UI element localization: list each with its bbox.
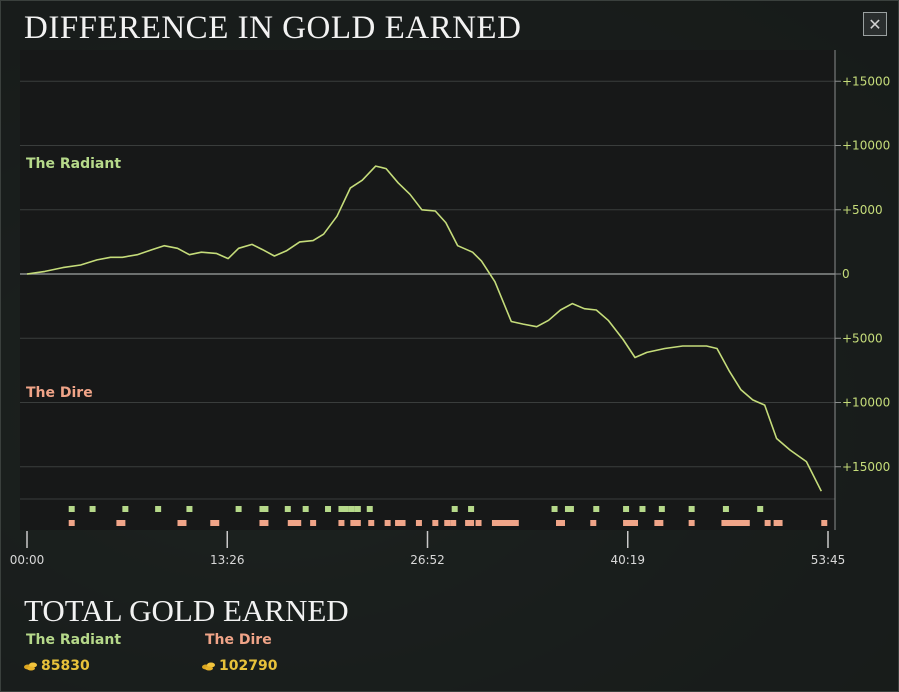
dire-event-marker bbox=[821, 520, 828, 526]
dire-event-marker bbox=[688, 520, 695, 526]
dire-event-marker bbox=[776, 520, 783, 526]
dire-event-marker bbox=[764, 520, 771, 526]
dire-event-marker bbox=[450, 520, 457, 526]
y-tick-label: +5000 bbox=[842, 331, 883, 345]
radiant-event-marker bbox=[186, 506, 193, 512]
radiant-event-marker bbox=[722, 506, 729, 512]
dire-event-marker bbox=[632, 520, 639, 526]
x-tick-label: 00:00 bbox=[10, 553, 45, 567]
dire-event-marker bbox=[724, 520, 731, 526]
dire-event-marker bbox=[119, 520, 126, 526]
dire-event-marker bbox=[739, 520, 746, 526]
radiant-event-marker bbox=[658, 506, 665, 512]
dire-event-marker bbox=[310, 520, 317, 526]
dire-event-marker bbox=[558, 520, 565, 526]
dire-gold-total: 102790 bbox=[202, 658, 277, 674]
x-tick-label: 13:26 bbox=[210, 553, 245, 567]
radiant-event-marker bbox=[468, 506, 475, 512]
totals-dire-label: The Dire bbox=[205, 632, 272, 648]
radiant-event-marker bbox=[325, 506, 332, 512]
dire-event-marker bbox=[444, 520, 451, 526]
radiant-event-marker bbox=[593, 506, 600, 512]
close-icon: ✕ bbox=[868, 15, 882, 34]
y-tick-label: +5000 bbox=[842, 203, 883, 217]
radiant-event-marker bbox=[354, 506, 361, 512]
gold-difference-chart: +15000 +10000 +5000 0 +5000 +10000 +15000 00:00… bbox=[10, 50, 890, 567]
dire-event-marker bbox=[590, 520, 597, 526]
radiant-event-marker bbox=[284, 506, 291, 512]
radiant-event-marker bbox=[68, 506, 75, 512]
dire-event-marker bbox=[743, 520, 750, 526]
plot-area bbox=[20, 50, 835, 530]
dire-event-marker bbox=[338, 520, 345, 526]
dire-event-marker bbox=[384, 520, 391, 526]
dire-event-marker bbox=[213, 520, 220, 526]
x-tick-label: 40:19 bbox=[610, 553, 645, 567]
dire-event-marker bbox=[731, 520, 738, 526]
radiant-event-marker bbox=[262, 506, 269, 512]
y-tick-label: 0 bbox=[842, 267, 850, 281]
radiant-event-marker bbox=[757, 506, 764, 512]
dire-event-marker bbox=[350, 520, 357, 526]
x-tick-label: 53:45 bbox=[811, 553, 846, 567]
radiant-event-marker bbox=[338, 506, 345, 512]
radiant-event-marker bbox=[342, 506, 349, 512]
panel-title: DIFFERENCE IN GOLD EARNED bbox=[24, 10, 522, 46]
gold-coins-icon bbox=[24, 662, 37, 671]
y-tick-label: +15000 bbox=[842, 460, 890, 474]
dire-event-marker bbox=[68, 520, 75, 526]
dire-event-marker bbox=[180, 520, 187, 526]
radiant-event-marker bbox=[89, 506, 96, 512]
y-tick-label: +15000 bbox=[842, 74, 890, 88]
dire-event-marker bbox=[368, 520, 375, 526]
close-button[interactable]: ✕ bbox=[863, 12, 887, 36]
dire-event-marker bbox=[512, 520, 519, 526]
gold-coins-icon bbox=[202, 662, 215, 671]
chart-label-radiant: The Radiant bbox=[26, 156, 122, 172]
radiant-event-marker bbox=[366, 506, 373, 512]
radiant-event-marker bbox=[688, 506, 695, 512]
dire-event-marker bbox=[468, 520, 475, 526]
radiant-event-marker bbox=[623, 506, 630, 512]
gold-difference-line bbox=[26, 165, 823, 492]
x-tick-label: 26:52 bbox=[410, 553, 445, 567]
dire-event-marker bbox=[475, 520, 482, 526]
totals-radiant-label: The Radiant bbox=[26, 632, 122, 648]
dire-event-marker bbox=[399, 520, 406, 526]
dire-event-marker bbox=[354, 520, 361, 526]
y-tick-label: +10000 bbox=[842, 396, 890, 410]
dire-event-marker bbox=[657, 520, 664, 526]
radiant-event-marker bbox=[122, 506, 129, 512]
radiant-event-marker bbox=[235, 506, 242, 512]
dire-gold-value: 102790 bbox=[219, 658, 278, 674]
radiant-event-marker bbox=[567, 506, 574, 512]
radiant-gold-value: 85830 bbox=[41, 658, 90, 674]
radiant-event-marker bbox=[451, 506, 458, 512]
dire-event-marker bbox=[295, 520, 302, 526]
chart-label-dire: The Dire bbox=[26, 385, 93, 401]
dire-event-marker bbox=[262, 520, 269, 526]
y-tick-label: +10000 bbox=[842, 139, 890, 153]
dire-event-marker bbox=[415, 520, 422, 526]
radiant-event-marker bbox=[639, 506, 646, 512]
dire-event-marker bbox=[287, 520, 294, 526]
radiant-event-marker bbox=[155, 506, 162, 512]
radiant-event-marker bbox=[302, 506, 309, 512]
radiant-event-marker bbox=[551, 506, 558, 512]
dire-event-marker bbox=[395, 520, 402, 526]
radiant-event-marker bbox=[348, 506, 355, 512]
dire-event-marker bbox=[432, 520, 439, 526]
totals-title: TOTAL GOLD EARNED bbox=[24, 593, 349, 628]
radiant-gold-total: 85830 bbox=[24, 658, 90, 674]
